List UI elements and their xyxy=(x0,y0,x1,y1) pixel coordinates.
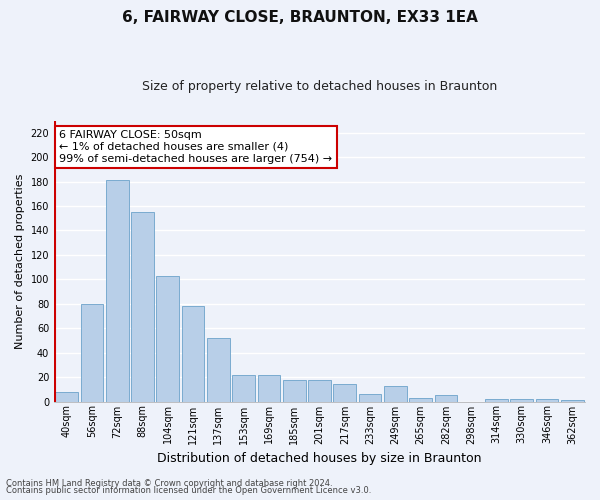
Bar xyxy=(409,398,432,402)
Bar xyxy=(257,374,280,402)
Text: Contains public sector information licensed under the Open Government Licence v3: Contains public sector information licen… xyxy=(6,486,371,495)
Bar xyxy=(308,380,331,402)
Bar xyxy=(157,276,179,402)
Bar xyxy=(359,394,382,402)
Bar xyxy=(207,338,230,402)
Bar xyxy=(434,396,457,402)
Bar xyxy=(334,384,356,402)
Bar xyxy=(536,399,559,402)
Bar xyxy=(106,180,128,402)
Bar xyxy=(55,392,78,402)
Bar xyxy=(511,399,533,402)
Bar xyxy=(384,386,407,402)
Text: 6 FAIRWAY CLOSE: 50sqm
← 1% of detached houses are smaller (4)
99% of semi-detac: 6 FAIRWAY CLOSE: 50sqm ← 1% of detached … xyxy=(59,130,332,164)
Bar xyxy=(561,400,584,402)
Text: 6, FAIRWAY CLOSE, BRAUNTON, EX33 1EA: 6, FAIRWAY CLOSE, BRAUNTON, EX33 1EA xyxy=(122,10,478,25)
Title: Size of property relative to detached houses in Braunton: Size of property relative to detached ho… xyxy=(142,80,497,93)
Bar xyxy=(131,212,154,402)
Bar xyxy=(182,306,205,402)
Bar xyxy=(283,380,305,402)
X-axis label: Distribution of detached houses by size in Braunton: Distribution of detached houses by size … xyxy=(157,452,482,465)
Text: Contains HM Land Registry data © Crown copyright and database right 2024.: Contains HM Land Registry data © Crown c… xyxy=(6,478,332,488)
Bar xyxy=(232,374,255,402)
Bar xyxy=(485,399,508,402)
Bar xyxy=(80,304,103,402)
Y-axis label: Number of detached properties: Number of detached properties xyxy=(15,174,25,348)
